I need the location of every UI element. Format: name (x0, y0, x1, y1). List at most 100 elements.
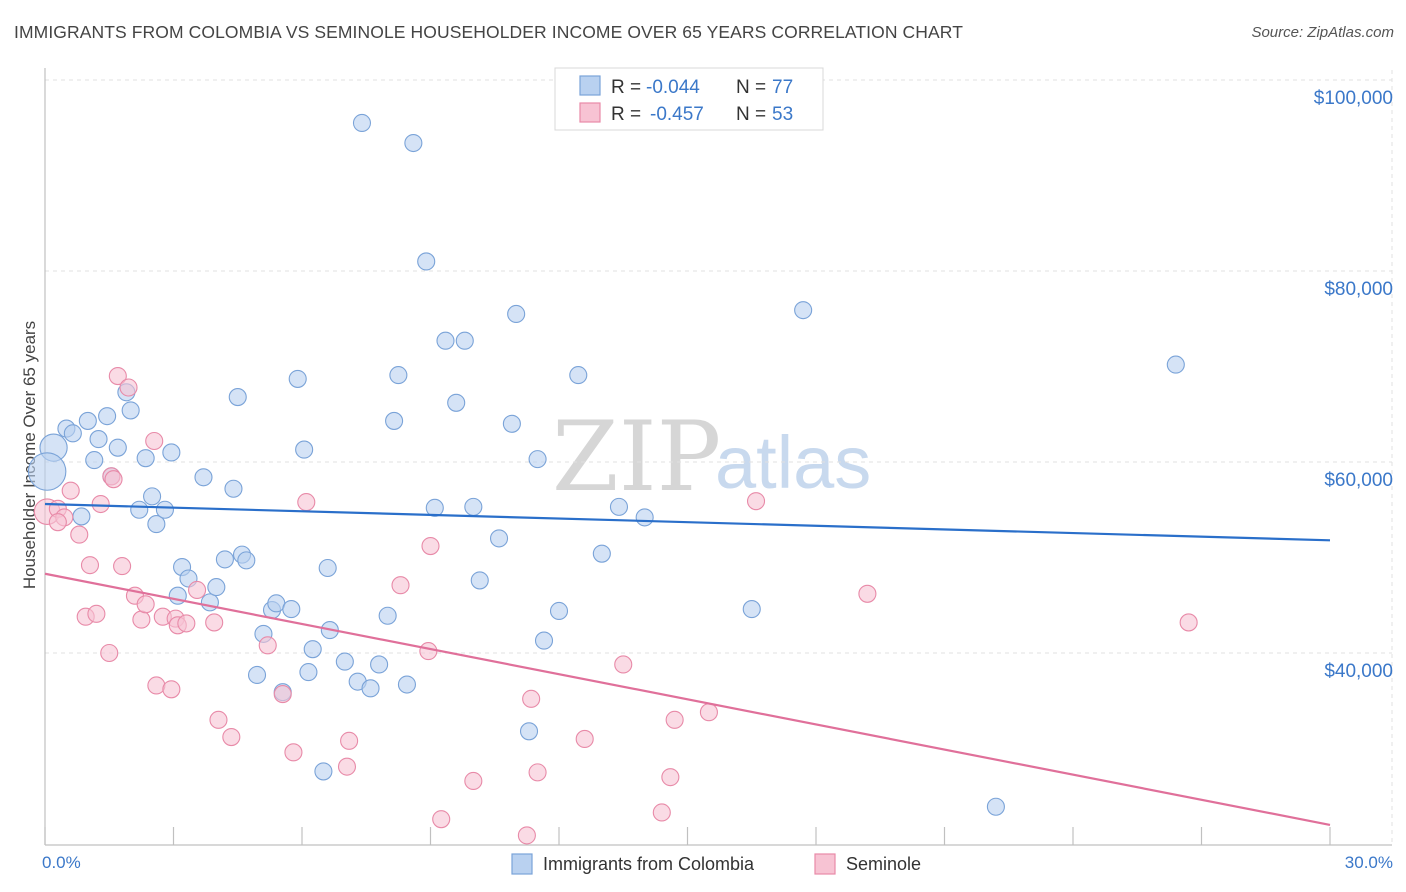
colombia-point-1 (27, 452, 67, 491)
seminole-point-41 (528, 763, 547, 782)
seminole-point-49 (858, 584, 877, 603)
colombia-point-45 (352, 113, 372, 133)
seminole-point-47 (699, 703, 718, 722)
seminole-point-23 (177, 614, 196, 633)
legend-n-label-1: N = (736, 77, 771, 98)
seminole-point-26 (209, 710, 228, 729)
colombia-point-14 (136, 449, 155, 468)
seminole-point-31 (297, 493, 316, 512)
seminole-point-52 (48, 513, 67, 532)
legend-n-value-2: 53 (772, 104, 793, 125)
colombia-point-46 (361, 679, 380, 698)
colombia-point-58 (464, 497, 483, 516)
seminole-point-39 (517, 826, 536, 845)
seminole-point-42 (575, 729, 594, 749)
colombia-point-63 (519, 722, 539, 741)
colombia-point-12 (121, 401, 140, 420)
colombia-point-23 (200, 593, 219, 612)
seminole-point-20 (162, 680, 181, 699)
seminole-point-32 (340, 731, 359, 750)
colombia-point-66 (549, 601, 569, 621)
seminole-point-34 (391, 576, 410, 595)
colombia-point-7 (89, 430, 108, 449)
correlation-legend: R = -0.044 N = 77 R = -0.457 N = 53 (554, 67, 824, 131)
colombia-point-52 (404, 133, 423, 153)
y-tick-labels: $40,000 $60,000 $80,000 $100,000 (1314, 88, 1393, 682)
legend-n-label-2: N = (736, 104, 771, 125)
seminole-point-6 (80, 556, 100, 575)
colombia-point-18 (162, 443, 181, 462)
seminole-point-51 (104, 470, 123, 489)
watermark-zip: ZIP (552, 401, 721, 513)
source-credit: Source: ZipAtlas.com (1251, 24, 1394, 41)
seminole-point-46 (665, 710, 684, 729)
y-tick-label-0: $40,000 (1324, 661, 1393, 682)
colombia-point-49 (385, 411, 404, 430)
colombia-point-74 (1166, 355, 1185, 374)
colombia-point-60 (489, 529, 509, 548)
colombia-point-41 (318, 558, 337, 578)
seminole-point-33 (337, 757, 357, 776)
legend-swatch-colombia (579, 75, 601, 96)
series-legend: Immigrants from Colombia Seminole (511, 853, 921, 875)
legend-r-label-1: R = (611, 77, 646, 98)
colombia-trend-line (44, 502, 1331, 542)
colombia-point-61 (502, 414, 521, 433)
x-tick-max: 30.0% (1345, 853, 1393, 872)
seminole-point-48 (746, 492, 766, 511)
seminole-point-24 (188, 580, 207, 600)
bottom-legend-label-colombia: Immigrants from Colombia (543, 854, 755, 874)
seminole-point-30 (284, 743, 303, 762)
seminole-point-36 (421, 536, 440, 556)
colombia-point-8 (98, 407, 117, 426)
legend-n-value-1: 77 (772, 77, 793, 98)
y-tick-label-3: $100,000 (1314, 88, 1393, 109)
seminole-point-9 (100, 643, 119, 663)
seminole-point-38 (464, 771, 483, 791)
colombia-point-70 (635, 508, 654, 527)
series-seminole-points (33, 366, 1198, 845)
seminole-point-8 (91, 494, 110, 514)
colombia-point-73 (986, 797, 1005, 816)
colombia-point-17 (155, 500, 174, 519)
seminole-point-28 (258, 636, 277, 655)
colombia-point-47 (370, 655, 389, 674)
seminole-trend-line (44, 572, 1331, 826)
seminole-point-15 (132, 610, 151, 629)
seminole-point-29 (273, 685, 292, 704)
colombia-point-25 (215, 550, 234, 569)
seminole-point-11 (108, 366, 127, 386)
colombia-point-5 (78, 411, 97, 430)
colombia-point-4 (72, 507, 91, 526)
seminole-point-44 (652, 803, 671, 822)
seminole-point-50 (1179, 613, 1198, 632)
trend-lines (44, 502, 1331, 826)
colombia-point-69 (609, 497, 629, 516)
legend-swatch-seminole (579, 102, 601, 123)
seminole-point-3 (61, 481, 80, 500)
colombia-point-71 (742, 600, 761, 619)
colombia-point-35 (282, 600, 301, 619)
seminole-point-7 (87, 604, 106, 623)
colombia-point-30 (247, 665, 267, 685)
bottom-legend-swatch-seminole (814, 853, 836, 875)
colombia-point-51 (397, 675, 416, 694)
chart-title: IMMIGRANTS FROM COLOMBIA VS SEMINOLE HOU… (14, 22, 963, 42)
colombia-point-36 (288, 369, 307, 388)
colombia-point-68 (592, 544, 611, 563)
colombia-point-13 (130, 500, 149, 519)
colombia-point-6 (85, 451, 104, 470)
colombia-point-22 (194, 468, 213, 487)
colombia-point-59 (470, 571, 489, 590)
seminole-point-27 (222, 727, 241, 747)
colombia-point-29 (237, 551, 256, 570)
colombia-point-48 (378, 606, 397, 625)
seminole-point-35 (419, 642, 438, 661)
legend-r-value-2: -0.457 (650, 104, 704, 125)
seminole-point-12 (113, 557, 132, 576)
seminole-point-4 (70, 525, 89, 544)
colombia-point-10 (108, 438, 127, 457)
seminole-point-37 (432, 810, 451, 829)
legend-r-value-1: -0.044 (646, 77, 700, 98)
